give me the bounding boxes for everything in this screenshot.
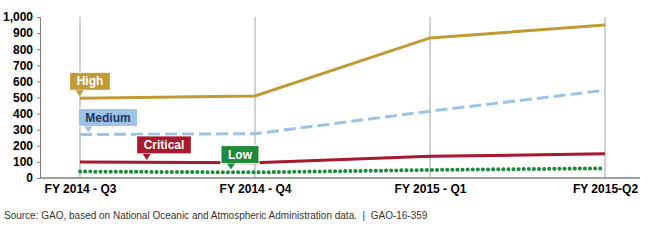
legend-item: Low [221, 146, 259, 170]
legend: High Medium Critical Low [70, 72, 259, 169]
y-tick: 700 [13, 59, 40, 73]
legend-box [221, 146, 259, 164]
legend-pointer [227, 164, 235, 170]
y-axis-line [37, 18, 41, 179]
x-tick: FY 2015 - Q1 [395, 178, 467, 196]
y-tick-mark [37, 17, 40, 18]
legend-label: High [77, 74, 104, 88]
x-axis: FY 2014 - Q3 FY 2014 - Q4 FY 2015 - Q1 FY 2… [40, 178, 640, 196]
x-tick-label: FY 2015 - Q1 [395, 182, 467, 196]
y-tick: 600 [13, 75, 40, 89]
y-tick-mark [37, 130, 40, 131]
legend-box [70, 72, 111, 90]
legend-label: Medium [85, 111, 130, 125]
legend-label: Low [228, 148, 253, 162]
y-tick-mark [37, 178, 40, 179]
y-tick-label: 400 [13, 107, 33, 121]
x-tick-label: FY 2014 - Q4 [220, 182, 292, 196]
grid-line [430, 17, 431, 178]
y-tick-mark [37, 65, 40, 66]
legend-item: High [70, 72, 111, 96]
series-line [80, 154, 605, 163]
y-tick-mark [37, 81, 40, 82]
y-tick-label: 500 [13, 91, 33, 105]
y-tick-label: 800 [13, 43, 33, 57]
y-tick-label: 900 [13, 26, 33, 40]
source-note: Source: GAO, based on National Oceanic a… [4, 210, 428, 221]
x-tick-label: FY 2014 - Q3 [45, 182, 117, 196]
series-line [80, 90, 605, 134]
y-tick-label: 200 [13, 139, 33, 153]
legend-pointer [76, 90, 84, 96]
y-tick: 400 [13, 107, 40, 121]
y-tick-label: 0 [26, 171, 33, 185]
legend-box [137, 136, 192, 154]
series-line [80, 168, 605, 172]
legend-box [78, 109, 137, 127]
y-tick-mark [37, 146, 40, 147]
y-tick: 900 [13, 26, 40, 40]
y-tick-mark [37, 49, 40, 50]
plot-area [80, 25, 605, 172]
legend-item: Medium [78, 109, 137, 133]
x-tick: FY 2014 - Q3 [45, 178, 117, 196]
legend-label: Critical [144, 138, 185, 152]
grid [80, 17, 605, 178]
y-tick: 0 [26, 171, 40, 185]
x-tick-label: FY 2015-Q2 [573, 182, 638, 196]
legend-item: Critical [137, 136, 192, 160]
x-axis-line [40, 177, 640, 179]
y-tick-mark [37, 98, 40, 99]
y-tick: 800 [13, 43, 40, 57]
y-tick-mark [37, 114, 40, 115]
y-tick: 1,000 [3, 10, 40, 24]
series-line [80, 25, 605, 98]
x-tick: FY 2015-Q2 [573, 178, 638, 196]
y-tick-label: 300 [13, 123, 33, 137]
y-tick: 100 [13, 155, 40, 169]
y-tick-label: 600 [13, 75, 33, 89]
y-tick: 500 [13, 91, 40, 105]
y-tick-label: 100 [13, 155, 33, 169]
x-tick: FY 2014 - Q4 [220, 178, 292, 196]
y-tick-label: 1,000 [3, 10, 33, 24]
y-tick: 300 [13, 123, 40, 137]
y-axis: 0 100 200 300 400 500 600 700 800 900 1,000 [3, 10, 41, 185]
legend-pointer [84, 127, 92, 133]
y-tick: 200 [13, 139, 40, 153]
legend-pointer [143, 154, 151, 160]
chart: 0 100 200 300 400 500 600 700 800 900 1,000 FY 2014… [0, 0, 650, 234]
y-tick-mark [37, 33, 40, 34]
y-tick-mark [37, 162, 40, 163]
y-tick-label: 700 [13, 59, 33, 73]
